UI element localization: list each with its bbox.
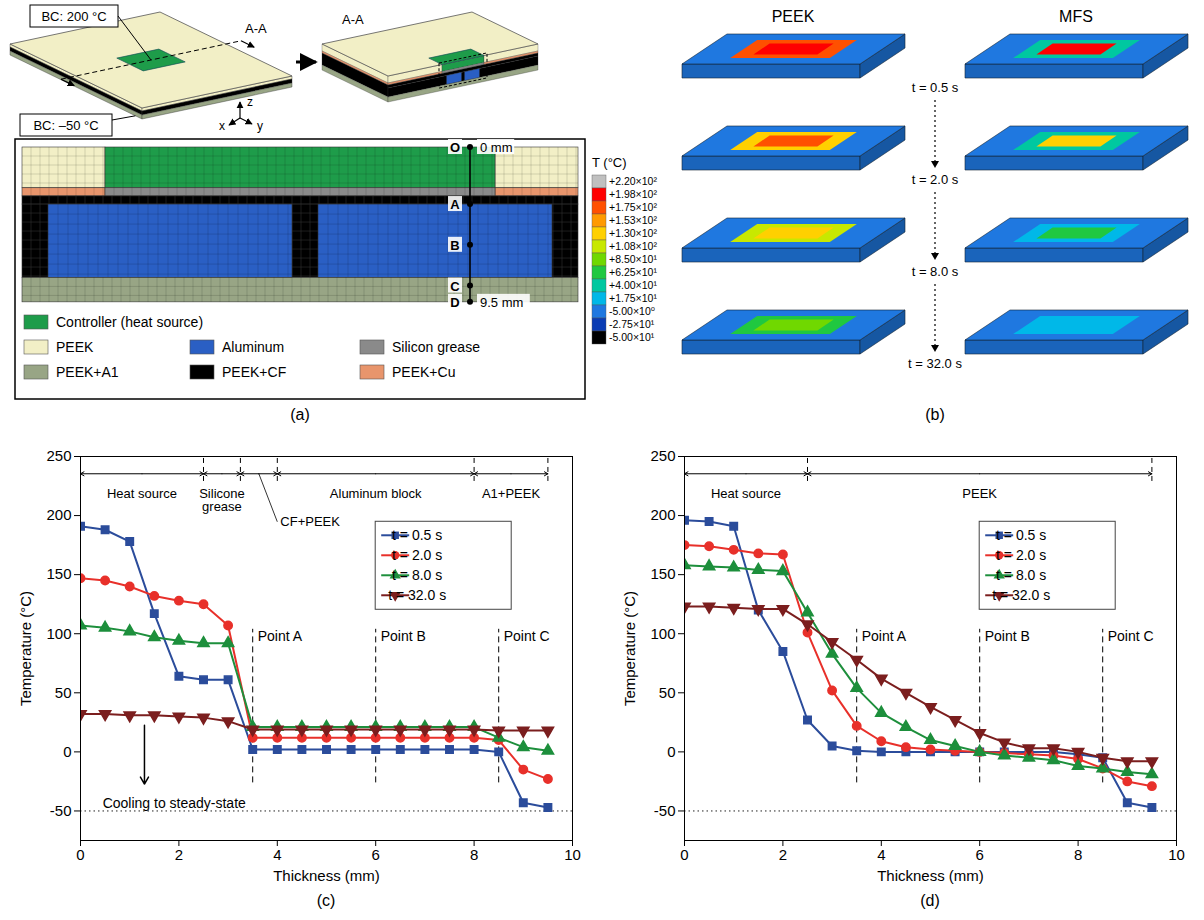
svg-text:-50: -50	[654, 802, 676, 819]
svg-text:6: 6	[976, 846, 984, 863]
svg-text:A1+PEEK: A1+PEEK	[482, 486, 541, 501]
svg-text:4: 4	[877, 846, 885, 863]
svg-text:C: C	[450, 279, 460, 294]
svg-text:PEEK+Cu: PEEK+Cu	[392, 364, 455, 380]
svg-text:t = 2.0 s: t = 2.0 s	[912, 172, 959, 187]
svg-text:A-A: A-A	[245, 21, 267, 36]
html-text:(d): (d)	[920, 892, 940, 909]
svg-text:-2.75×10¹: -2.75×10¹	[609, 318, 655, 330]
svg-text:10: 10	[1168, 846, 1185, 863]
svg-text:+1.75×10²: +1.75×10²	[609, 201, 657, 213]
svg-text:50: 50	[55, 684, 72, 701]
svg-text:BC: –50 °C: BC: –50 °C	[33, 118, 98, 133]
svg-text:(b): (b)	[925, 406, 945, 423]
svg-text:+1.53×10²: +1.53×10²	[609, 214, 657, 226]
svg-text:Aluminum block: Aluminum block	[330, 486, 422, 501]
svg-text:200: 200	[46, 506, 71, 523]
svg-text:4: 4	[273, 846, 281, 863]
svg-text:t = 2.0 s: t = 2.0 s	[996, 547, 1046, 563]
svg-text:-50: -50	[50, 802, 72, 819]
svg-text:150: 150	[650, 565, 675, 582]
svg-text:y: y	[257, 119, 263, 133]
svg-text:PEEK+A1: PEEK+A1	[56, 364, 119, 380]
svg-text:8: 8	[1074, 846, 1082, 863]
svg-text:PEEK+CF: PEEK+CF	[222, 364, 286, 380]
svg-text:O: O	[450, 140, 460, 155]
svg-text:Controller (heat source): Controller (heat source)	[56, 314, 203, 330]
svg-text:Thickness (mm): Thickness (mm)	[877, 867, 984, 884]
svg-text:+1.75×10¹: +1.75×10¹	[609, 292, 657, 304]
svg-text:Temperature (°C): Temperature (°C)	[17, 591, 34, 706]
svg-text:T (°C): T (°C)	[592, 155, 627, 170]
svg-text:t = 32.0 s: t = 32.0 s	[992, 587, 1050, 603]
svg-text:Aluminum: Aluminum	[222, 339, 284, 355]
svg-text:Point C: Point C	[1108, 628, 1154, 644]
svg-text:250: 250	[650, 447, 675, 464]
svg-text:Point B: Point B	[985, 628, 1030, 644]
svg-text:Thickness (mm): Thickness (mm)	[273, 867, 380, 884]
svg-text:MFS: MFS	[1059, 8, 1093, 25]
html-text:(c): (c)	[316, 892, 336, 909]
svg-text:-5.00×10⁰: -5.00×10⁰	[609, 305, 655, 317]
svg-text:t = 32.0 s: t = 32.0 s	[908, 356, 962, 371]
svg-text:100: 100	[46, 625, 71, 642]
svg-text:(a): (a)	[290, 406, 310, 423]
svg-text:PEEK: PEEK	[56, 339, 94, 355]
svg-text:0: 0	[667, 743, 675, 760]
svg-text:50: 50	[659, 684, 676, 701]
svg-text:+1.98×10²: +1.98×10²	[609, 188, 657, 200]
svg-text:0 mm: 0 mm	[480, 140, 513, 155]
svg-text:+8.50×10¹: +8.50×10¹	[609, 253, 657, 265]
svg-text:Temperature (°C): Temperature (°C)	[621, 591, 638, 706]
svg-text:Point A: Point A	[862, 628, 907, 644]
svg-text:+2.20×10²: +2.20×10²	[609, 175, 657, 187]
svg-text:0: 0	[63, 743, 71, 760]
svg-text:t = 8.0 s: t = 8.0 s	[392, 567, 442, 583]
svg-text:A-A: A-A	[342, 12, 364, 27]
svg-text:B: B	[450, 238, 459, 253]
svg-text:Siliconegrease: Siliconegrease	[199, 486, 245, 514]
svg-text:Heat source: Heat source	[711, 486, 781, 501]
svg-text:PEEK: PEEK	[962, 486, 997, 501]
svg-text:BC: 200 °C: BC: 200 °C	[41, 9, 106, 24]
svg-text:-5.00×10¹: -5.00×10¹	[609, 331, 655, 343]
svg-text:t = 0.5 s: t = 0.5 s	[912, 80, 959, 95]
svg-text:8: 8	[470, 846, 478, 863]
svg-text:Silicon grease: Silicon grease	[392, 339, 480, 355]
svg-text:10: 10	[564, 846, 581, 863]
svg-text:+1.08×10²: +1.08×10²	[609, 240, 657, 252]
svg-text:150: 150	[46, 565, 71, 582]
svg-text:+1.30×10²: +1.30×10²	[609, 227, 657, 239]
svg-text:+4.00×10¹: +4.00×10¹	[609, 279, 657, 291]
svg-text:Point A: Point A	[258, 628, 303, 644]
svg-text:Point B: Point B	[381, 628, 426, 644]
svg-text:z: z	[247, 95, 253, 109]
svg-text:t = 8.0 s: t = 8.0 s	[996, 567, 1046, 583]
svg-text:Point C: Point C	[504, 628, 550, 644]
svg-text:Cooling to steady-state: Cooling to steady-state	[103, 795, 246, 811]
svg-text:A: A	[450, 197, 460, 212]
svg-text:t = 2.0 s: t = 2.0 s	[392, 547, 442, 563]
svg-text:t = 32.0 s: t = 32.0 s	[388, 587, 446, 603]
svg-text:9.5 mm: 9.5 mm	[480, 295, 523, 310]
svg-text:250: 250	[46, 447, 71, 464]
svg-text:+6.25×10¹: +6.25×10¹	[609, 266, 657, 278]
svg-text:PEEK: PEEK	[772, 8, 815, 25]
svg-text:t = 8.0 s: t = 8.0 s	[912, 264, 959, 279]
svg-text:6: 6	[372, 846, 380, 863]
svg-text:2: 2	[175, 846, 183, 863]
svg-text:200: 200	[650, 506, 675, 523]
svg-text:Heat source: Heat source	[107, 486, 177, 501]
svg-text:2: 2	[779, 846, 787, 863]
svg-text:100: 100	[650, 625, 675, 642]
svg-text:t = 0.5 s: t = 0.5 s	[392, 527, 442, 543]
svg-text:0: 0	[76, 846, 84, 863]
svg-text:0: 0	[680, 846, 688, 863]
svg-text:CF+PEEK: CF+PEEK	[280, 514, 340, 529]
svg-text:x: x	[219, 119, 225, 133]
svg-text:t = 0.5 s: t = 0.5 s	[996, 527, 1046, 543]
svg-text:D: D	[450, 295, 459, 310]
